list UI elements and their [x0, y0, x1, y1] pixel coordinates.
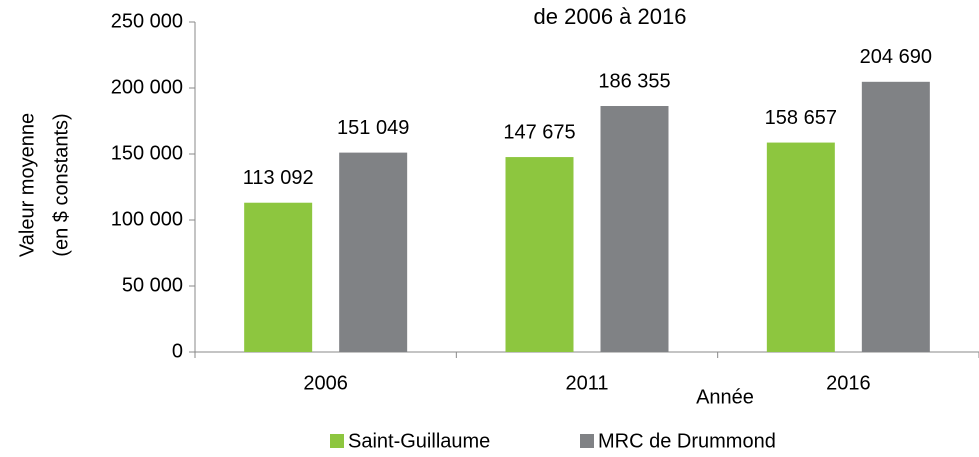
bar [339, 152, 408, 352]
data-label: 158 657 [765, 107, 837, 129]
bar [505, 157, 574, 352]
x-axis-label: Année [696, 386, 754, 408]
legend-swatch [330, 434, 344, 448]
bar [766, 142, 835, 352]
data-label: 113 092 [243, 167, 314, 189]
y-tick-label: 200 000 [111, 76, 183, 98]
x-tick-label: 2006 [303, 372, 348, 394]
data-label: 204 690 [860, 46, 932, 68]
y-tick-label: 50 000 [122, 274, 183, 296]
bar [244, 202, 313, 352]
data-label: 186 355 [598, 70, 670, 92]
chart-title: de 2006 à 2016 [534, 4, 687, 29]
y-tick-label: 150 000 [111, 142, 183, 164]
data-label: 147 675 [503, 121, 575, 143]
y-tick-label: 100 000 [111, 208, 183, 230]
legend-label: MRC de Drummond [598, 430, 776, 452]
legend-label: Saint-Guillaume [348, 430, 490, 452]
legend-swatch [580, 434, 594, 448]
bar [600, 106, 669, 352]
y-axis-label: (en $ constants) [50, 113, 72, 256]
y-axis-label: Valeur moyenne [16, 113, 38, 257]
data-label: 151 049 [337, 117, 409, 139]
bar [861, 81, 930, 352]
x-tick-label: 2011 [565, 372, 608, 394]
x-tick-label: 2016 [826, 372, 871, 394]
y-tick-label: 0 [172, 340, 183, 362]
y-tick-label: 250 000 [111, 10, 183, 32]
